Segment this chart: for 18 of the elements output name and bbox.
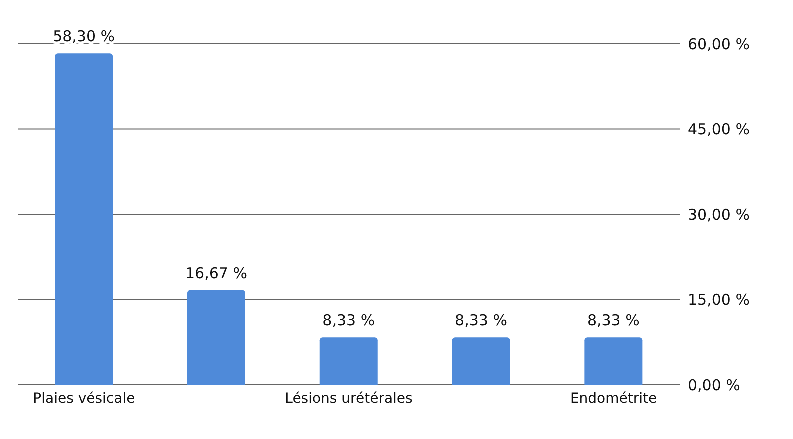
y-tick-label: 60,00 %: [688, 35, 750, 54]
data-label: 58,30 %: [53, 28, 116, 46]
data-label: 8,33 %: [455, 312, 508, 330]
x-tick-label: Lésions urétérales: [285, 390, 413, 407]
y-tick-label: 45,00 %: [688, 120, 750, 139]
data-label: 16,67 %: [185, 264, 248, 282]
x-tick-label: Plaies vésicale: [33, 390, 136, 407]
data-label: 8,33 %: [322, 312, 376, 330]
data-label: 8,33 %: [587, 312, 640, 330]
bar: [187, 290, 246, 385]
y-tick-label: 15,00 %: [688, 291, 750, 310]
x-tick-label: Endométrite: [570, 390, 658, 407]
bar: [320, 338, 378, 385]
bar: [584, 338, 643, 385]
bar: [452, 338, 510, 385]
bar: [55, 54, 114, 385]
y-tick-label: 30,00 %: [688, 206, 750, 224]
y-tick-label: 0,00 %: [688, 376, 740, 394]
